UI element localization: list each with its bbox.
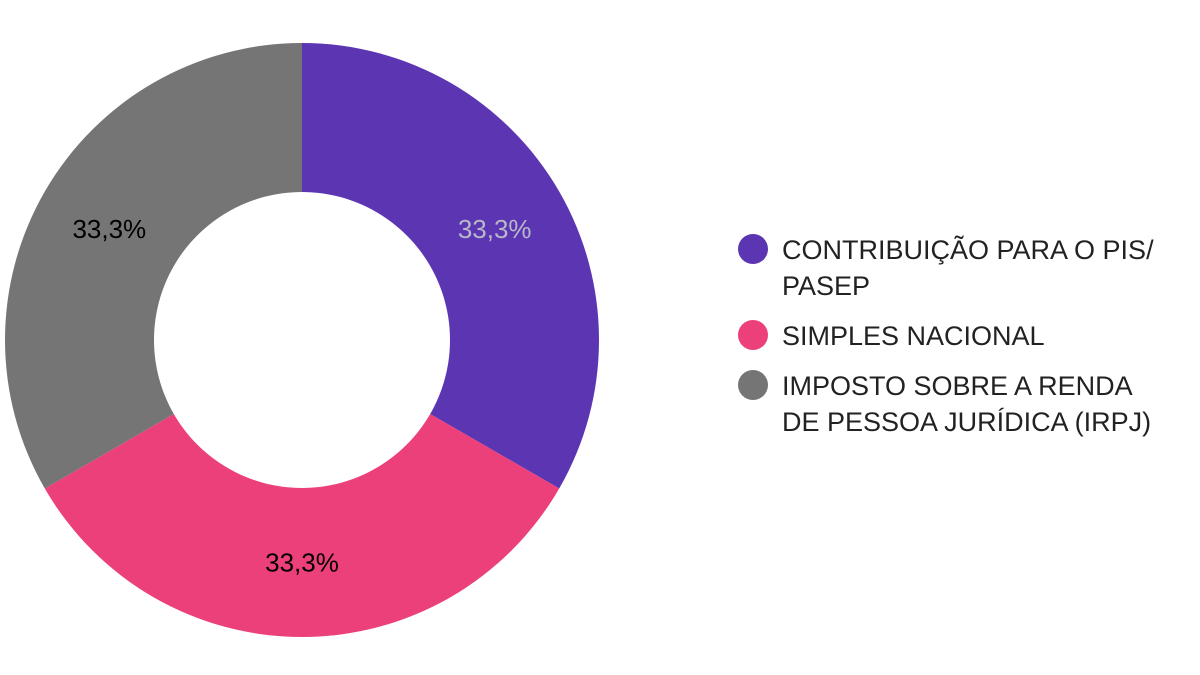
legend-label: IMPOSTO SOBRE A RENDA DE PESSOA JURÍDICA… [782,371,1152,437]
chart-slices [4,43,599,637]
legend-item-irpj: IMPOSTO SOBRE A RENDA DE PESSOA JURÍDICA… [738,368,1188,440]
slice-value-label: 33,3% [265,548,339,578]
legend-label: CONTRIBUIÇÃO PARA O PIS/ PASEP [782,235,1154,301]
chart-value-labels: 33,3% 33,3% 33,3% [72,214,531,578]
slice-value-label: 33,3% [458,214,532,244]
slice-pis-pasep [302,43,599,489]
legend-swatch [738,234,768,264]
legend-swatch [738,320,768,350]
slice-value-label: 33,3% [72,214,146,244]
legend-item-pis-pasep: CONTRIBUIÇÃO PARA O PIS/ PASEP [738,232,1188,304]
legend-item-simples-nacional: SIMPLES NACIONAL [738,318,1188,354]
legend-label: SIMPLES NACIONAL [782,321,1045,351]
slice-irpj [4,43,302,489]
legend-swatch [738,370,768,400]
slice-simples-nacional [44,414,560,637]
chart-legend: CONTRIBUIÇÃO PARA O PIS/ PASEP SIMPLES N… [738,232,1188,454]
